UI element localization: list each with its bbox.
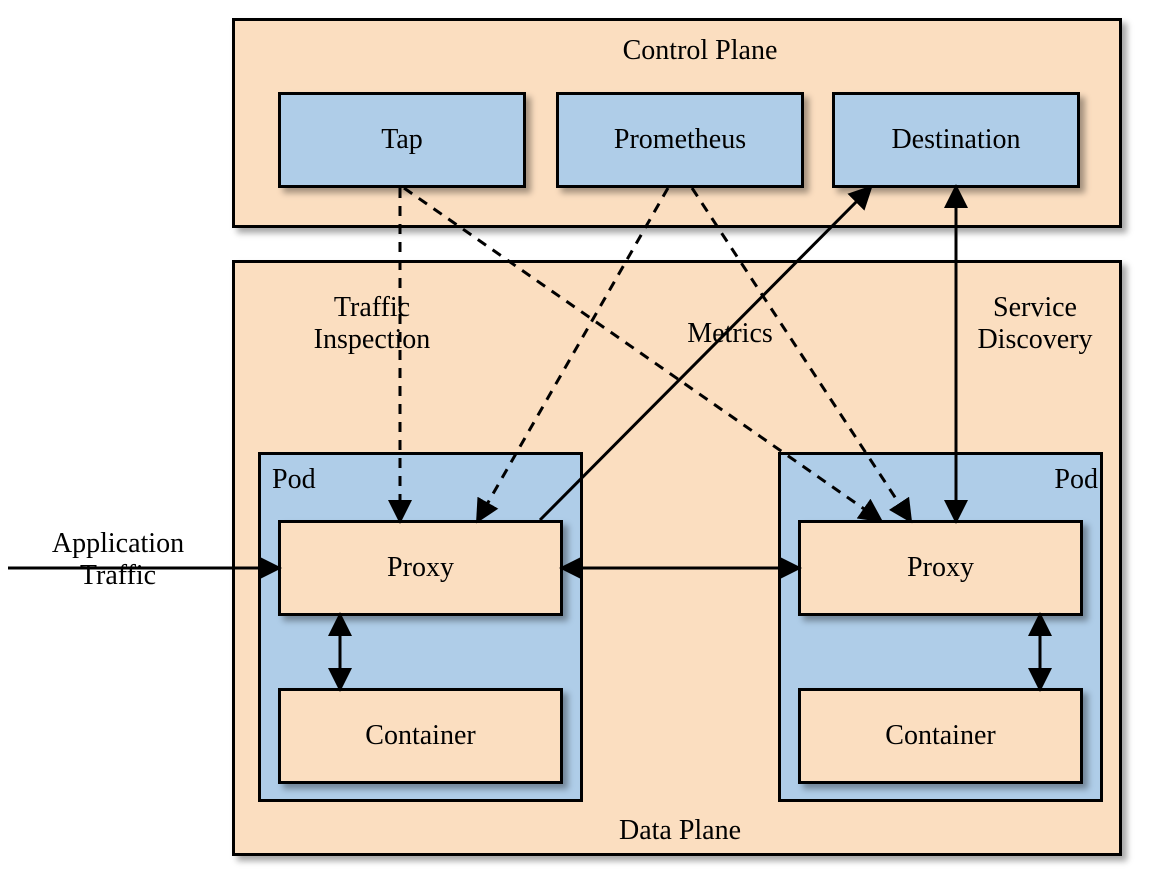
prometheus-box: Prometheus [556,92,804,188]
traffic-inspection-label: Traffic Inspection [272,292,472,356]
pod-right-label: Pod [1038,464,1098,496]
diagram-canvas: Tap Prometheus Destination Proxy Proxy C… [0,0,1159,882]
container-right-box: Container [798,688,1083,784]
traffic-insp-l1: Traffic [334,292,410,323]
app-traffic-l2: Traffic [80,560,156,591]
pod-left-label: Pod [272,464,352,496]
control-plane-title: Control Plane [600,35,800,67]
traffic-insp-l2: Inspection [314,324,431,355]
tap-box: Tap [278,92,526,188]
proxy-left-box: Proxy [278,520,563,616]
service-disc-l1: Service [993,292,1077,323]
tap-label: Tap [381,124,423,156]
app-traffic-l1: Application [52,528,184,559]
metrics-label: Metrics [670,318,790,350]
service-disc-l2: Discovery [977,324,1092,355]
destination-box: Destination [832,92,1080,188]
container-left-box: Container [278,688,563,784]
prometheus-label: Prometheus [614,124,746,156]
service-discovery-label: Service Discovery [950,292,1120,356]
proxy-right-box: Proxy [798,520,1083,616]
app-traffic-label: Application Traffic [28,528,208,592]
container-left-label: Container [365,720,475,752]
container-right-label: Container [885,720,995,752]
destination-label: Destination [891,124,1020,156]
proxy-right-label: Proxy [907,552,974,584]
data-plane-title: Data Plane [580,815,780,847]
proxy-left-label: Proxy [387,552,454,584]
